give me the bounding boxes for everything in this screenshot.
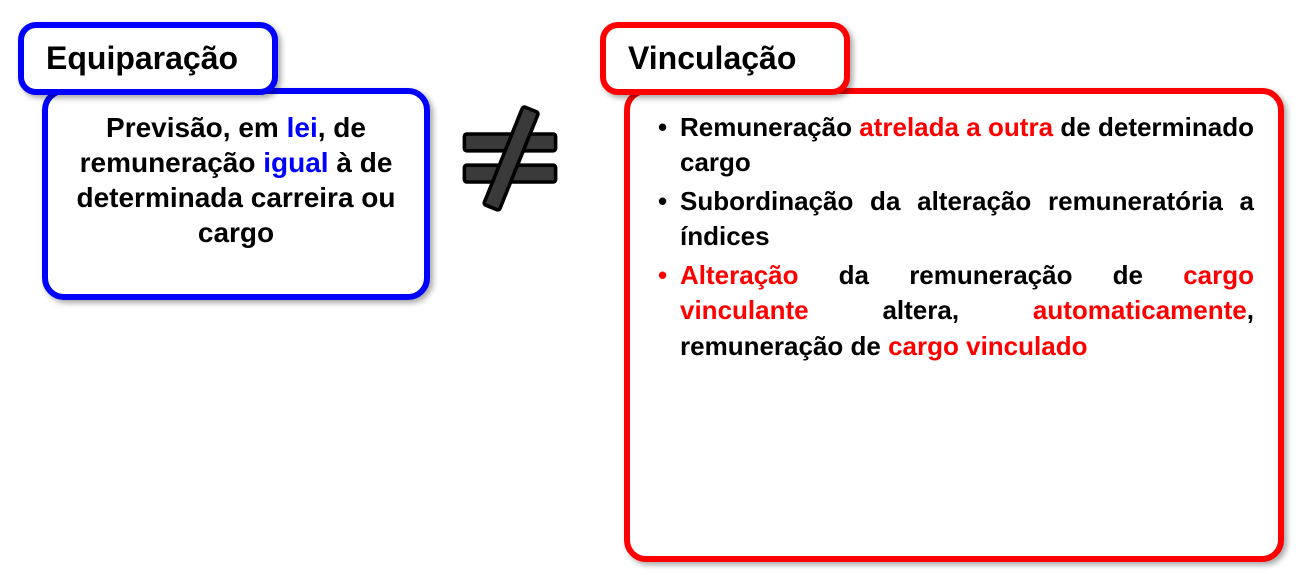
list-item: Alteração da remuneração de cargo vincul… — [654, 258, 1254, 363]
text-segment: igual — [263, 147, 328, 178]
right-title-box: Vinculação — [600, 22, 850, 95]
list-item: Subordinação da alteração remuneratória … — [654, 184, 1254, 254]
right-body-box: Remuneração atrelada a outra de determin… — [624, 88, 1284, 562]
text-segment: Remuneração — [680, 112, 859, 142]
left-title-box: Equiparação — [18, 22, 278, 95]
right-bullet-list: Remuneração atrelada a outra de determin… — [654, 110, 1254, 364]
text-segment: Alteração — [680, 260, 799, 290]
text-segment: da remuneração de — [799, 260, 1184, 290]
text-segment: automaticamente — [1033, 295, 1247, 325]
not-equal-icon — [450, 98, 570, 218]
text-segment: altera, — [809, 295, 1033, 325]
left-body-box: Previsão, em lei, de remuneração igual à… — [42, 88, 430, 300]
text-segment: Previsão, em — [106, 112, 287, 143]
text-segment: atrelada a outra — [859, 112, 1053, 142]
left-body-text: Previsão, em lei, de remuneração igual à… — [72, 110, 400, 250]
text-segment: cargo vinculado — [888, 331, 1087, 361]
text-segment: lei — [287, 112, 318, 143]
list-item: Remuneração atrelada a outra de determin… — [654, 110, 1254, 180]
left-title: Equiparação — [46, 40, 238, 76]
right-title: Vinculação — [628, 40, 796, 76]
text-segment: Subordinação da alteração remuneratória … — [680, 186, 1254, 251]
